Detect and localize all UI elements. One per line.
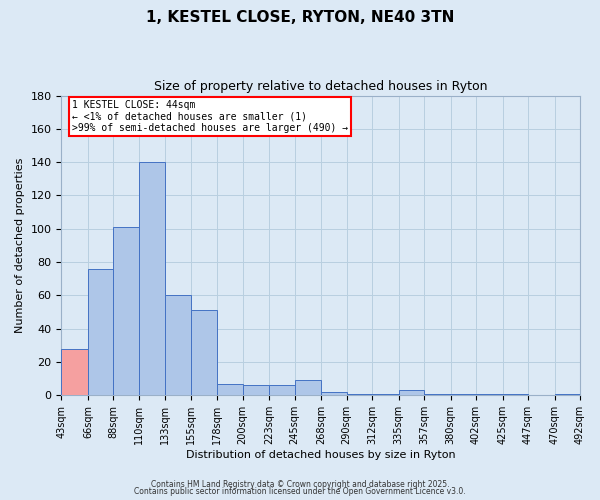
Text: Contains HM Land Registry data © Crown copyright and database right 2025.: Contains HM Land Registry data © Crown c… xyxy=(151,480,449,489)
Text: 1 KESTEL CLOSE: 44sqm
← <1% of detached houses are smaller (1)
>99% of semi-deta: 1 KESTEL CLOSE: 44sqm ← <1% of detached … xyxy=(72,100,348,134)
Bar xyxy=(269,386,295,396)
Bar xyxy=(61,348,88,396)
Bar xyxy=(451,394,476,396)
Bar xyxy=(166,296,191,396)
Y-axis label: Number of detached properties: Number of detached properties xyxy=(15,158,25,333)
X-axis label: Distribution of detached houses by size in Ryton: Distribution of detached houses by size … xyxy=(186,450,455,460)
Bar xyxy=(295,380,321,396)
Bar xyxy=(503,394,528,396)
Title: Size of property relative to detached houses in Ryton: Size of property relative to detached ho… xyxy=(154,80,487,93)
Bar xyxy=(139,162,166,396)
Bar xyxy=(113,227,139,396)
Bar xyxy=(398,390,424,396)
Text: 1, KESTEL CLOSE, RYTON, NE40 3TN: 1, KESTEL CLOSE, RYTON, NE40 3TN xyxy=(146,10,454,25)
Bar xyxy=(191,310,217,396)
Bar xyxy=(88,269,113,396)
Bar xyxy=(347,394,372,396)
Bar xyxy=(424,394,451,396)
Bar xyxy=(217,384,243,396)
Bar xyxy=(321,392,347,396)
Bar xyxy=(372,394,398,396)
Bar xyxy=(243,386,269,396)
Bar xyxy=(554,394,580,396)
Bar xyxy=(476,394,503,396)
Text: Contains public sector information licensed under the Open Government Licence v3: Contains public sector information licen… xyxy=(134,487,466,496)
